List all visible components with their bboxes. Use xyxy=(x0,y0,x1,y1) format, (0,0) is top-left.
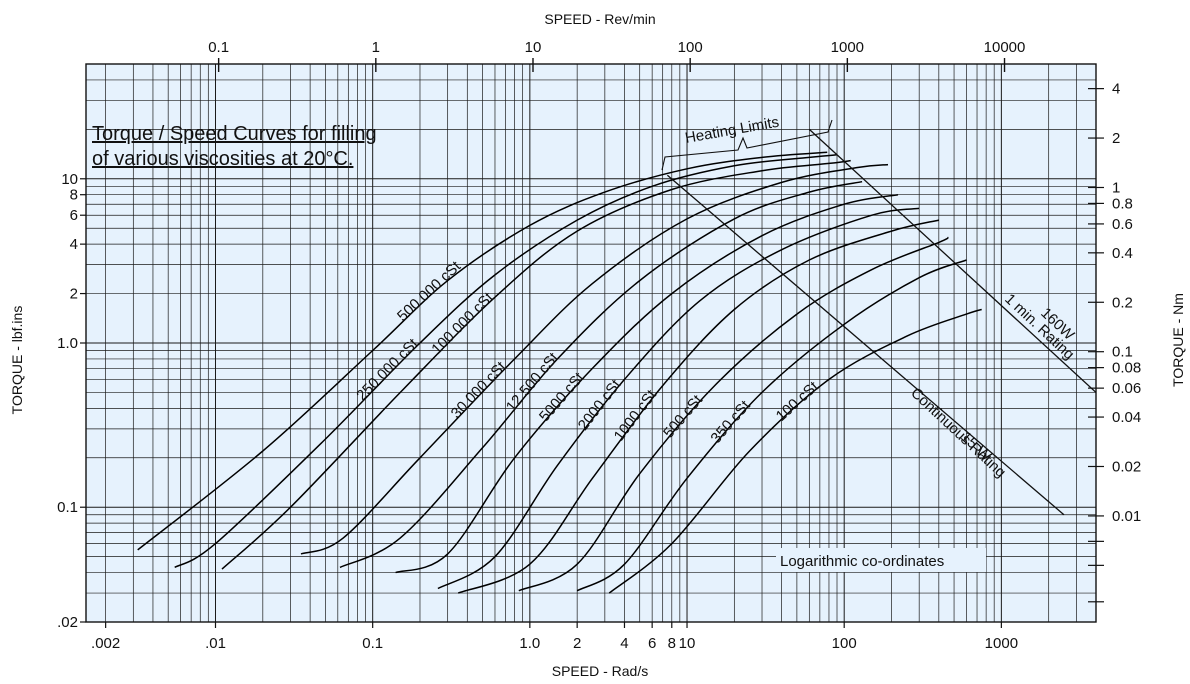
x-tick-label: 0.1 xyxy=(362,635,383,652)
x-tick-label: 100 xyxy=(832,635,857,652)
x-axis-title: SPEED - Rad/s xyxy=(552,663,648,679)
annotation-box xyxy=(776,548,986,572)
viscosity-curve xyxy=(137,151,828,551)
logarithmic-note: Logarithmic co-ordinates xyxy=(780,553,944,570)
right-tick-label: 2 xyxy=(1112,130,1120,147)
right-tick-label: 0.2 xyxy=(1112,294,1133,311)
y-tick-label: 6 xyxy=(70,207,78,224)
right-tick-label: 4 xyxy=(1112,81,1120,98)
x-tick-label: 4 xyxy=(620,635,628,652)
right-tick-label: 0.06 xyxy=(1112,380,1141,397)
x-tick-label: 1000 xyxy=(985,635,1018,652)
right-tick-label: 0.8 xyxy=(1112,195,1133,212)
left-axis-ticks: .02 0.1 1.0 2 4 6 810 xyxy=(57,171,86,631)
chart-title-line-1: Torque / Speed Curves for filling xyxy=(92,123,377,145)
continuous-rating-line xyxy=(666,174,1065,516)
x-tick-label: .002 xyxy=(91,635,120,652)
right-tick-label: 0.04 xyxy=(1112,409,1141,426)
right-axis-title: TORQUE - Nm xyxy=(1170,293,1186,387)
right-tick-label: 0.1 xyxy=(1112,344,1133,361)
top-axis-ticks: 0.1 1 10 100 1000 10000 xyxy=(208,39,1025,72)
right-tick-label: 0.4 xyxy=(1112,245,1133,262)
top-axis-title: SPEED - Rev/min xyxy=(544,11,655,27)
x-tick-label: 10 xyxy=(679,635,696,652)
viscosity-curve xyxy=(457,219,939,594)
top-tick-label: 100 xyxy=(678,39,703,56)
top-tick-label: 1000 xyxy=(831,39,864,56)
y-tick-label: 2 xyxy=(70,286,78,303)
viscosity-curve xyxy=(518,236,949,592)
right-tick-label: 0.02 xyxy=(1112,458,1141,475)
viscosity-curve xyxy=(174,154,838,569)
grid xyxy=(86,64,1096,622)
viscosity-curve xyxy=(608,308,982,594)
right-tick-label: 0.01 xyxy=(1112,508,1141,525)
right-tick-label: 0.08 xyxy=(1112,360,1141,377)
viscosity-curve xyxy=(395,193,899,574)
one-min-rating-line xyxy=(808,128,1097,393)
y-tick-label: 4 xyxy=(70,236,78,253)
right-axis-ticks: 0.01 0.02 0.04 0.06 0.080.1 0.2 0.4 0.6 0.81 2 4 xyxy=(1088,81,1141,603)
y-tick-label: .02 xyxy=(57,614,78,631)
x-tick-label: 2 xyxy=(573,635,581,652)
heating-limit-lines xyxy=(666,128,1097,516)
bottom-axis-ticks: .002 .01 0.1 1.0 2 4 6 8 10 100 1000 xyxy=(91,622,1018,652)
viscosity-curve xyxy=(576,259,967,592)
x-tick-label: .01 xyxy=(205,635,226,652)
y-tick-label: 1.0 xyxy=(57,335,78,352)
x-tick-label: 1.0 xyxy=(519,635,540,652)
y-tick-label: 0.1 xyxy=(57,499,78,516)
top-tick-label: 10000 xyxy=(984,39,1026,56)
x-tick-label: 8 xyxy=(668,635,676,652)
top-tick-label: 0.1 xyxy=(208,39,229,56)
viscosity-curve xyxy=(221,159,851,570)
viscosity-curve xyxy=(437,207,920,590)
heating-limits-brace xyxy=(661,119,833,171)
right-tick-label: 1 xyxy=(1112,179,1120,196)
viscosity-curve xyxy=(339,180,863,569)
chart-title-line-2: of various viscosities at 20°C. xyxy=(92,148,353,170)
y-tick-label: 10 xyxy=(61,171,78,188)
right-tick-label: 0.6 xyxy=(1112,216,1133,233)
top-tick-label: 1 xyxy=(372,39,380,56)
top-tick-label: 10 xyxy=(525,39,542,56)
y-axis-title: TORQUE - lbf.ins xyxy=(9,306,25,415)
y-tick-label: 8 xyxy=(70,187,78,204)
viscosity-curve xyxy=(300,163,889,555)
x-tick-label: 6 xyxy=(648,635,656,652)
